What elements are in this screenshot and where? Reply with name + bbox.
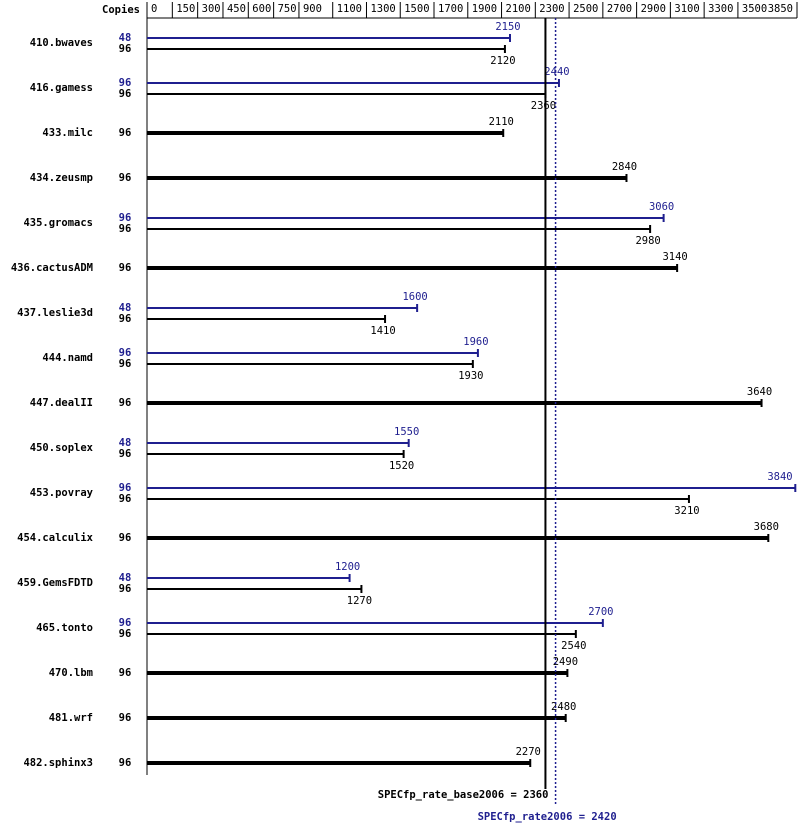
- copies-label: 96: [119, 667, 132, 679]
- reference-label: SPECfp_rate2006 = 2420: [478, 811, 617, 823]
- copies-label: 96: [119, 482, 132, 494]
- x-tick-label: 3850: [768, 3, 793, 15]
- x-tick-label: 900: [303, 3, 322, 15]
- benchmark-name: 459.GemsFDTD: [17, 577, 93, 589]
- copies-label: 96: [119, 172, 132, 184]
- benchmark-name: 435.gromacs: [23, 217, 93, 229]
- benchmark-name: 482.sphinx3: [23, 757, 93, 769]
- value-label: 2700: [588, 606, 613, 618]
- x-tick-label: 1300: [370, 3, 395, 15]
- value-label: 1520: [389, 460, 414, 472]
- value-label: 3210: [674, 505, 699, 517]
- reference-label: SPECfp_rate_base2006 = 2360: [378, 789, 549, 801]
- copies-label: 96: [119, 532, 132, 544]
- benchmark-name: 416.gamess: [30, 82, 93, 94]
- x-tick-label: 1700: [438, 3, 463, 15]
- x-tick-label: 2900: [641, 3, 666, 15]
- value-label: 3060: [649, 201, 674, 213]
- value-label: 1550: [394, 426, 419, 438]
- value-label: 1270: [347, 595, 372, 607]
- copies-label: 96: [119, 88, 132, 100]
- value-label: 1600: [402, 291, 427, 303]
- value-label: 2440: [544, 66, 569, 78]
- x-tick-label: 150: [176, 3, 195, 15]
- value-label: 2110: [489, 116, 514, 128]
- benchmark-name: 453.povray: [30, 487, 94, 499]
- value-label: 2980: [635, 235, 660, 247]
- copies-label: 96: [119, 212, 132, 224]
- benchmark-name: 433.milc: [42, 127, 93, 139]
- copies-label: 96: [119, 262, 132, 274]
- copies-label: 96: [119, 358, 132, 370]
- benchmark-name: 454.calculix: [17, 532, 94, 544]
- copies-label: 96: [119, 448, 132, 460]
- copies-label: 96: [119, 712, 132, 724]
- benchmark-name: 447.dealII: [30, 397, 93, 409]
- value-label: 2840: [612, 161, 637, 173]
- copies-label: 96: [119, 617, 132, 629]
- x-tick-label: 600: [252, 3, 271, 15]
- value-label: 2540: [561, 640, 586, 652]
- value-label: 2360: [531, 100, 556, 112]
- benchmark-name: 465.tonto: [36, 622, 93, 634]
- copies-label: 96: [119, 223, 132, 235]
- x-tick-label: 1500: [404, 3, 429, 15]
- value-label: 1930: [458, 370, 483, 382]
- copies-label: 96: [119, 43, 132, 55]
- value-label: 3840: [767, 471, 792, 483]
- value-label: 1960: [463, 336, 488, 348]
- copies-label: 48: [119, 572, 132, 584]
- copies-label: 96: [119, 757, 132, 769]
- benchmark-name: 470.lbm: [49, 667, 93, 679]
- copies-header: Copies: [102, 4, 140, 16]
- x-tick-label: 1900: [472, 3, 497, 15]
- benchmark-name: 436.cactusADM: [11, 262, 93, 274]
- x-tick-label: 2100: [506, 3, 531, 15]
- benchmark-name: 481.wrf: [49, 712, 93, 724]
- value-label: 1410: [370, 325, 395, 337]
- benchmark-name: 434.zeusmp: [30, 172, 93, 184]
- x-tick-label: 450: [227, 3, 246, 15]
- value-label: 3680: [754, 521, 779, 533]
- x-tick-label: 3100: [674, 3, 699, 15]
- copies-label: 96: [119, 583, 132, 595]
- copies-label: 96: [119, 127, 132, 139]
- value-label: 2490: [553, 656, 578, 668]
- copies-label: 48: [119, 32, 132, 44]
- x-tick-label: 2700: [607, 3, 632, 15]
- value-label: 2270: [516, 746, 541, 758]
- copies-label: 96: [119, 313, 132, 325]
- value-label: 3140: [662, 251, 687, 263]
- copies-label: 96: [119, 77, 132, 89]
- copies-label: 96: [119, 493, 132, 505]
- x-tick-label: 300: [202, 3, 221, 15]
- x-tick-label: 1100: [337, 3, 362, 15]
- x-tick-label: 0: [151, 3, 157, 15]
- copies-label: 48: [119, 437, 132, 449]
- value-label: 2120: [490, 55, 515, 67]
- copies-label: 96: [119, 347, 132, 359]
- copies-label: 48: [119, 302, 132, 314]
- copies-label: 96: [119, 628, 132, 640]
- value-label: 2480: [551, 701, 576, 713]
- benchmark-name: 437.leslie3d: [17, 307, 93, 319]
- x-tick-label: 2500: [573, 3, 598, 15]
- x-tick-label: 2300: [539, 3, 564, 15]
- value-label: 1200: [335, 561, 360, 573]
- benchmark-name: 410.bwaves: [30, 37, 93, 49]
- value-label: 2150: [495, 21, 520, 33]
- benchmark-name: 444.namd: [42, 352, 93, 364]
- benchmark-name: 450.soplex: [30, 442, 94, 454]
- x-tick-label: 3300: [708, 3, 733, 15]
- copies-label: 96: [119, 397, 132, 409]
- value-label: 3640: [747, 386, 772, 398]
- x-tick-label: 750: [278, 3, 297, 15]
- x-tick-label: 3500: [742, 3, 767, 15]
